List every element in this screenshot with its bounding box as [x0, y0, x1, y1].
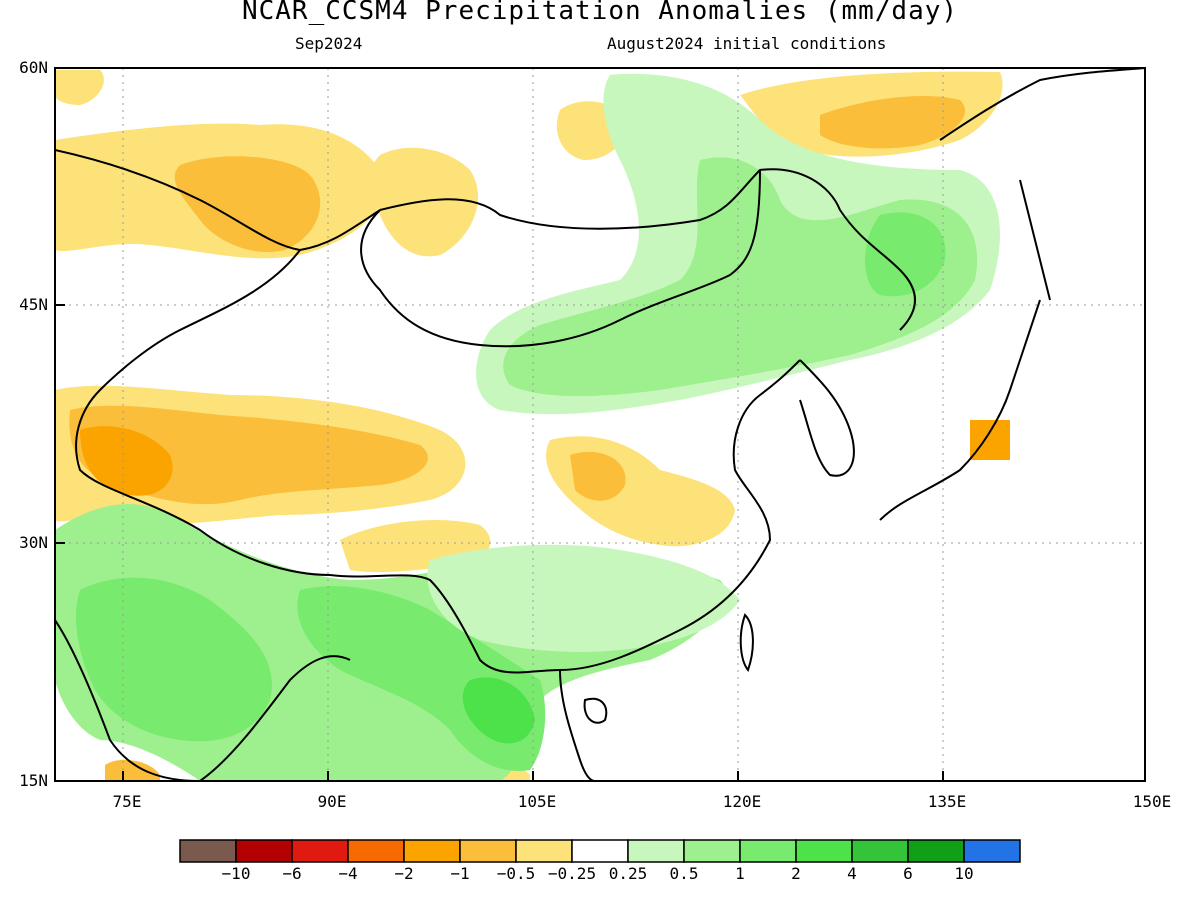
colorbar-swatch	[515, 839, 573, 863]
lon-label-135e: 135E	[927, 792, 967, 811]
colorbar-swatch	[291, 839, 349, 863]
axis-ticks	[55, 304, 944, 781]
colorbar-swatch	[235, 839, 293, 863]
colorbar-label: −6	[282, 864, 302, 883]
colorbar-label: 6	[903, 864, 913, 883]
colorbar-swatch	[851, 839, 909, 863]
china-east-coast	[559, 359, 801, 671]
colorbar-label: 0.25	[608, 864, 648, 883]
colorbar-swatch	[627, 839, 685, 863]
lon-label-120e: 120E	[722, 792, 762, 811]
indochina-coast	[559, 669, 596, 781]
wet-region-india-core	[75, 577, 272, 742]
lon-label-105e: 105E	[517, 792, 557, 811]
himalaya-border	[329, 574, 561, 674]
forecast-month: Sep2024	[295, 34, 363, 53]
colorbar-label: 1	[735, 864, 745, 883]
mongolia-border	[360, 169, 761, 348]
dry-region-yangtze	[546, 436, 735, 547]
colorbar-swatch	[683, 839, 741, 863]
colorbar-swatch	[795, 839, 853, 863]
lat-label-45n: 45N	[19, 295, 48, 314]
dry-region-japan	[970, 420, 1010, 460]
lon-label-90e: 90E	[317, 792, 347, 811]
colorbar-swatch	[403, 839, 461, 863]
colorbar-label: 2	[791, 864, 801, 883]
colorbar-label: −2	[394, 864, 414, 883]
wet-region-south-china	[427, 544, 740, 652]
dry-region-india-south	[105, 759, 160, 781]
colorbar-label: −10	[221, 864, 251, 883]
colorbar-swatch	[459, 839, 517, 863]
wet-region-manchuria-core	[865, 212, 946, 297]
colorbar-swatch	[179, 839, 237, 863]
colorbar-label: 4	[847, 864, 857, 883]
colorbar-swatch	[571, 839, 629, 863]
dry-region-okhotsk-core	[820, 95, 966, 149]
colorbar-label: 0.5	[669, 864, 699, 883]
taiwan-island	[739, 613, 754, 673]
lon-label-75e: 75E	[112, 792, 142, 811]
dry-region-yangtze-core	[570, 451, 626, 501]
colorbar-label: −4	[338, 864, 358, 883]
china-west-border	[75, 249, 331, 576]
japan-islands	[879, 299, 1041, 521]
colorbar-swatch	[963, 839, 1021, 863]
korea-peninsula	[799, 359, 855, 477]
colorbar-swatch	[907, 839, 965, 863]
siberia-coast	[939, 68, 1145, 141]
colorbar-swatch	[739, 839, 797, 863]
colorbar-swatch	[347, 839, 405, 863]
wet-region-manchuria	[503, 157, 978, 397]
lat-label-30n: 30N	[19, 533, 48, 552]
sakhalin-coast	[1019, 179, 1051, 301]
map-title: NCAR_CCSM4 Precipitation Anomalies (mm/d…	[241, 0, 959, 26]
kazakhstan-border	[55, 149, 381, 252]
wet-region-myanmar-core	[462, 677, 535, 744]
dry-region-north-asia	[55, 70, 104, 105]
coastlines	[55, 68, 1145, 781]
initial-conditions: August2024 initial conditions	[607, 34, 887, 53]
colorbar-label: −0.5	[496, 864, 536, 883]
colorbar-label: −0.25	[547, 864, 597, 883]
colorbar-label: 10	[954, 864, 974, 883]
map-frame	[54, 67, 1146, 782]
colorbar-label: −1	[450, 864, 470, 883]
lon-label-150e: 150E	[1132, 792, 1172, 811]
hainan-island	[583, 697, 608, 724]
colorbar	[179, 839, 1021, 863]
lat-label-15n: 15N	[19, 771, 48, 790]
russia-china-border	[379, 168, 916, 331]
dry-region-karakoram	[80, 426, 173, 496]
dry-region-kazakhstan-core	[174, 156, 321, 252]
lat-label-60n: 60N	[19, 58, 48, 77]
